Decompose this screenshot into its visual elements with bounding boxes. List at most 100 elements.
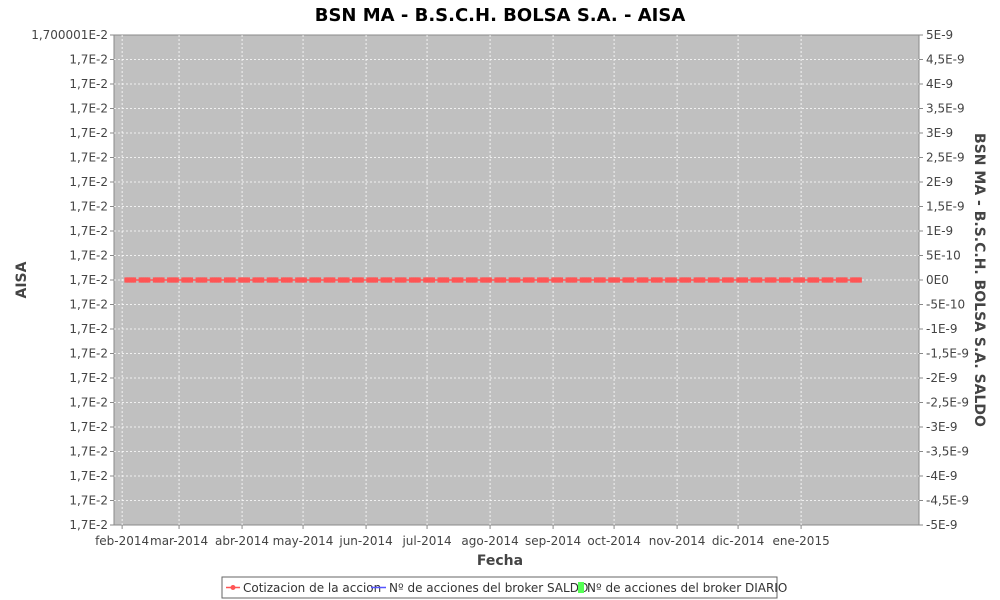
y-axis-right: 5E-9 4,5E-9 4E-9 3,5E-9 3E-9 2,5E-9 2E-9 1,5E-9…: [919, 28, 969, 532]
data-point-cotizacion: [158, 277, 163, 283]
y-tick-label: 1,7E-2: [69, 151, 108, 165]
data-point-cotizacion: [246, 277, 250, 283]
data-point-cotizacion: [203, 277, 208, 283]
data-point-cotizacion: [254, 277, 259, 283]
data-point-cotizacion: [175, 277, 179, 283]
data-point-cotizacion: [354, 277, 358, 283]
data-point-cotizacion: [669, 277, 673, 283]
data-point-cotizacion: [679, 277, 683, 283]
data-point-cotizacion: [699, 277, 704, 283]
data-point-cotizacion: [526, 277, 531, 283]
data-point-cotizacion: [815, 277, 820, 283]
data-point-cotizacion: [573, 277, 578, 283]
data-point-cotizacion: [811, 277, 816, 283]
data-point-cotizacion: [358, 277, 362, 283]
y-axis-label: AISA: [14, 261, 30, 298]
data-point-cotizacion: [152, 277, 157, 283]
data-point-cotizacion: [341, 277, 346, 283]
data-point-cotizacion: [140, 277, 145, 283]
y2-tick-label: 5E-10: [926, 249, 961, 263]
data-point-cotizacion: [770, 277, 775, 283]
y2-tick-label: 3E-9: [926, 126, 953, 140]
data-point-cotizacion: [187, 277, 192, 283]
data-point-cotizacion: [858, 277, 862, 283]
series-layer: [124, 277, 862, 283]
data-point-cotizacion: [829, 277, 834, 283]
y2-tick-label: 1E-9: [926, 224, 953, 238]
data-point-cotizacion: [274, 277, 279, 283]
data-point-cotizacion: [839, 277, 844, 283]
data-point-cotizacion: [425, 277, 429, 283]
data-point-cotizacion: [311, 277, 316, 283]
data-point-cotizacion: [852, 277, 856, 283]
data-point-cotizacion: [484, 277, 488, 283]
data-point-cotizacion: [593, 277, 598, 283]
data-point-cotizacion: [724, 277, 728, 283]
data-point-cotizacion: [565, 277, 570, 283]
data-point-cotizacion: [754, 277, 759, 283]
data-point-cotizacion: [374, 277, 379, 283]
x-tick-label: dic-2014: [712, 534, 764, 548]
data-point-cotizacion: [195, 277, 200, 283]
data-point-cotizacion: [303, 277, 307, 283]
data-point-cotizacion: [331, 277, 336, 283]
data-point-cotizacion: [650, 277, 655, 283]
data-point-cotizacion: [781, 277, 785, 283]
data-point-cotizacion: [408, 277, 413, 283]
data-point-cotizacion: [567, 277, 572, 283]
data-point-cotizacion: [451, 277, 456, 283]
legend-swatch-diario: [578, 582, 584, 593]
data-point-cotizacion: [230, 277, 234, 283]
data-point-cotizacion: [537, 277, 541, 283]
data-point-cotizacion: [370, 277, 374, 283]
y2-tick-label: 1,5E-9: [926, 200, 965, 214]
data-point-cotizacion: [783, 277, 787, 283]
data-point-cotizacion: [659, 277, 663, 283]
data-point-cotizacion: [189, 277, 194, 283]
data-point-cotizacion: [453, 277, 458, 283]
data-point-cotizacion: [439, 277, 444, 283]
y-tick-label: 1,7E-2: [69, 200, 108, 214]
data-point-cotizacion: [768, 277, 773, 283]
data-point-cotizacion: [128, 277, 133, 283]
data-point-cotizacion: [793, 277, 797, 283]
data-point-cotizacion: [301, 277, 305, 283]
data-point-cotizacion: [266, 277, 271, 283]
y-tick-label: 1,7E-2: [69, 494, 108, 508]
data-point-cotizacion: [138, 277, 143, 283]
y2-tick-label: 0E0: [926, 273, 949, 287]
data-point-cotizacion: [624, 277, 629, 283]
data-point-cotizacion: [337, 277, 342, 283]
data-point-cotizacion: [502, 277, 507, 283]
y2-tick-label: -4,5E-9: [926, 494, 969, 508]
data-point-cotizacion: [530, 277, 535, 283]
data-point-cotizacion: [583, 277, 588, 283]
data-point-cotizacion: [726, 277, 730, 283]
y2-tick-label: -1E-9: [926, 322, 958, 336]
data-point-cotizacion: [695, 277, 700, 283]
y2-tick-label: -3,5E-9: [926, 445, 969, 459]
data-point-cotizacion: [673, 277, 677, 283]
data-point-cotizacion: [785, 277, 789, 283]
data-point-cotizacion: [289, 277, 293, 283]
x-tick-label: abr-2014: [215, 534, 269, 548]
legend-box: [221, 576, 778, 599]
data-point-cotizacion: [522, 277, 527, 283]
data-point-cotizacion: [528, 277, 533, 283]
data-point-cotizacion: [197, 277, 202, 283]
data-point-cotizacion: [402, 277, 407, 283]
data-point-cotizacion: [260, 277, 265, 283]
data-point-cotizacion: [709, 277, 714, 283]
data-point-cotizacion: [352, 277, 356, 283]
data-point-cotizacion: [498, 277, 503, 283]
y2-tick-label: -3E-9: [926, 420, 958, 434]
data-point-cotizacion: [600, 277, 604, 283]
data-point-cotizacion: [413, 277, 417, 283]
data-point-cotizacion: [431, 277, 435, 283]
data-point-cotizacion: [654, 277, 659, 283]
data-point-cotizacion: [315, 277, 320, 283]
data-point-cotizacion: [126, 277, 131, 283]
data-point-cotizacion: [211, 277, 216, 283]
data-point-cotizacion: [132, 277, 137, 283]
data-point-cotizacion: [626, 277, 631, 283]
